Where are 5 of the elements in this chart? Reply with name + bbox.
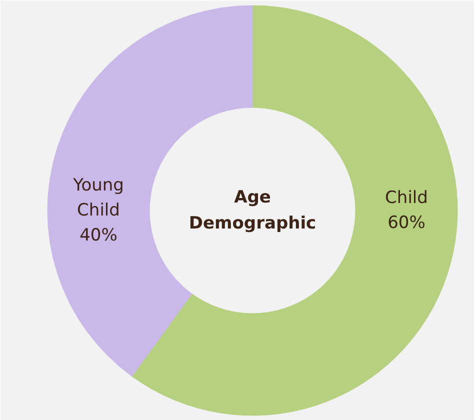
data-label: 40% <box>80 226 118 246</box>
slice-label: Child <box>385 188 428 208</box>
slice-label: Young Child <box>72 176 124 220</box>
text: Age Demographic <box>188 188 316 234</box>
data-label: 60% <box>388 213 426 233</box>
